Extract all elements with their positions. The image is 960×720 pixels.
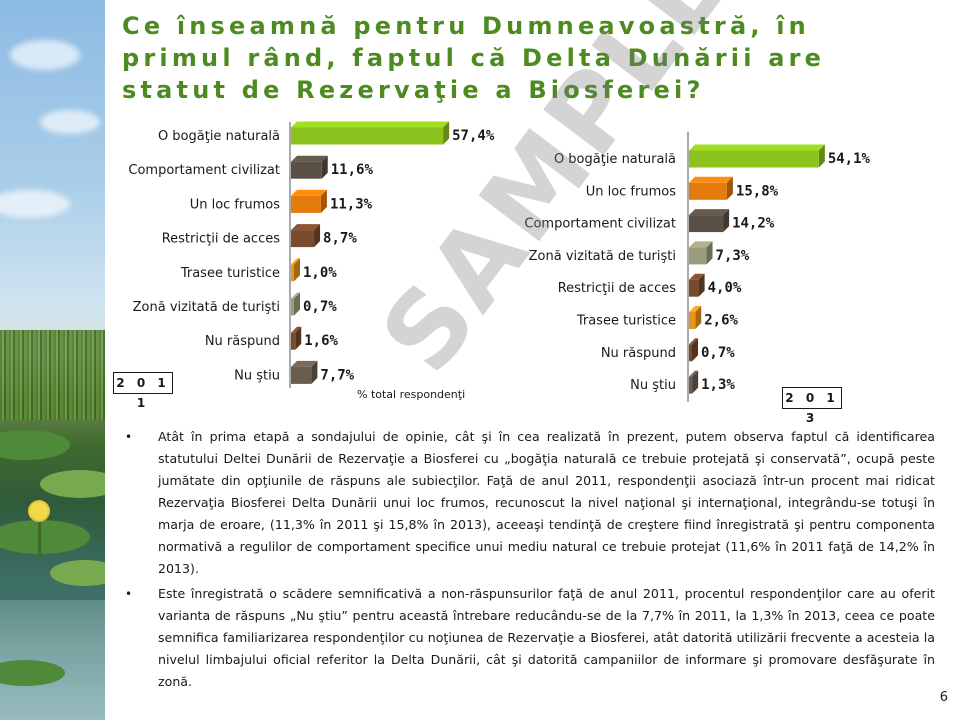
c2013-value-label-5: 2,6% xyxy=(704,313,738,329)
year-label-2013: 2 0 1 3 xyxy=(782,387,842,425)
c2011-category-label-1: Comportament civilizat xyxy=(128,163,280,178)
c2011-chart: O bogăţie naturală 57,4% Comportament civi… xyxy=(128,121,495,401)
c2011-value-label-6: 1,6% xyxy=(304,333,338,349)
c2013-bar-3 xyxy=(689,241,713,265)
c2013-bar-5 xyxy=(689,306,702,329)
bullet-text-2: Este înregistrată o scădere semnificativ… xyxy=(158,586,935,689)
c2013-value-label-7: 1,3% xyxy=(701,377,735,393)
bullet-dot-icon: • xyxy=(125,587,133,601)
c2013-category-label-0: O bogăţie naturală xyxy=(554,152,676,167)
c2013-category-label-5: Trasee turistice xyxy=(576,314,676,329)
c2011-bar-5 xyxy=(291,292,300,316)
c2013-category-label-4: Restricţii de acces xyxy=(558,281,677,296)
c2013-value-label-0: 54,1% xyxy=(828,151,871,167)
c2011-value-label-4: 1,0% xyxy=(303,265,337,281)
c2013-category-label-3: Zonă vizitată de turişti xyxy=(529,249,676,264)
c2013-value-label-3: 7,3% xyxy=(716,248,750,264)
c2011-bar-3 xyxy=(291,224,321,248)
c2011-value-label-1: 11,6% xyxy=(331,162,374,178)
c2011-bar-2 xyxy=(291,189,327,213)
c2011-category-label-0: O bogăţie naturală xyxy=(158,129,280,144)
year-label-2011: 2 0 1 1 xyxy=(113,372,173,410)
c2013-category-label-7: Nu ştiu xyxy=(630,378,676,393)
c2011-category-label-3: Restricţii de acces xyxy=(162,232,281,247)
side-photo-delta-landscape xyxy=(0,0,105,720)
c2011-bar-7 xyxy=(291,360,318,384)
c2011-value-label-5: 0,7% xyxy=(303,299,337,315)
c2011-x-axis-label: % total respondenţi xyxy=(357,388,465,401)
c2013-bar-7 xyxy=(689,370,699,394)
c2013-bar-6 xyxy=(689,338,698,362)
slide-title: Ce înseamnă pentru Dumneavoastră, în pri… xyxy=(122,12,826,104)
page-number: 6 xyxy=(939,690,948,705)
c2013-chart: O bogăţie naturală 54,1% Un loc frumos 15,8… xyxy=(524,132,871,402)
c2011-value-label-3: 8,7% xyxy=(323,231,357,247)
bullet-paragraph-1: • Atât în prima etapă a sondajului de op… xyxy=(122,426,935,580)
c2013-bar-2 xyxy=(689,209,730,233)
c2013-category-label-6: Nu răspund xyxy=(601,346,676,361)
c2011-category-label-5: Zonă vizitată de turişti xyxy=(133,300,280,315)
c2011-value-label-2: 11,3% xyxy=(330,196,373,212)
c2011-bar-0 xyxy=(291,121,450,145)
c2013-bar-1 xyxy=(689,176,733,200)
c2011-category-label-6: Nu răspund xyxy=(205,334,280,349)
bullet-dot-icon: • xyxy=(125,430,133,444)
c2013-bar-4 xyxy=(689,273,705,297)
c2013-value-label-1: 15,8% xyxy=(736,183,779,199)
c2011-bar-6 xyxy=(291,326,302,350)
c2013-value-label-2: 14,2% xyxy=(732,216,775,232)
bullet-paragraph-2: • Este înregistrată o scădere semnificat… xyxy=(122,583,935,693)
c2011-value-label-7: 7,7% xyxy=(320,367,354,383)
c2013-category-label-1: Un loc frumos xyxy=(586,184,677,199)
c2013-value-label-6: 0,7% xyxy=(701,345,735,361)
bullet-text-1: Atât în prima etapă a sondajului de opin… xyxy=(158,429,935,576)
c2013-bar-0 xyxy=(689,144,825,168)
analysis-text: • Atât în prima etapă a sondajului de op… xyxy=(122,426,935,696)
c2011-category-label-2: Un loc frumos xyxy=(190,197,281,212)
c2011-bar-1 xyxy=(291,155,328,179)
c2011-category-label-4: Trasee turistice xyxy=(180,266,280,281)
c2011-value-label-0: 57,4% xyxy=(452,128,495,144)
c2011-bar-4 xyxy=(291,258,300,282)
c2013-value-label-4: 4,0% xyxy=(708,280,742,296)
c2013-category-label-2: Comportament civilizat xyxy=(524,217,676,232)
c2011-category-label-7: Nu ştiu xyxy=(234,368,280,383)
